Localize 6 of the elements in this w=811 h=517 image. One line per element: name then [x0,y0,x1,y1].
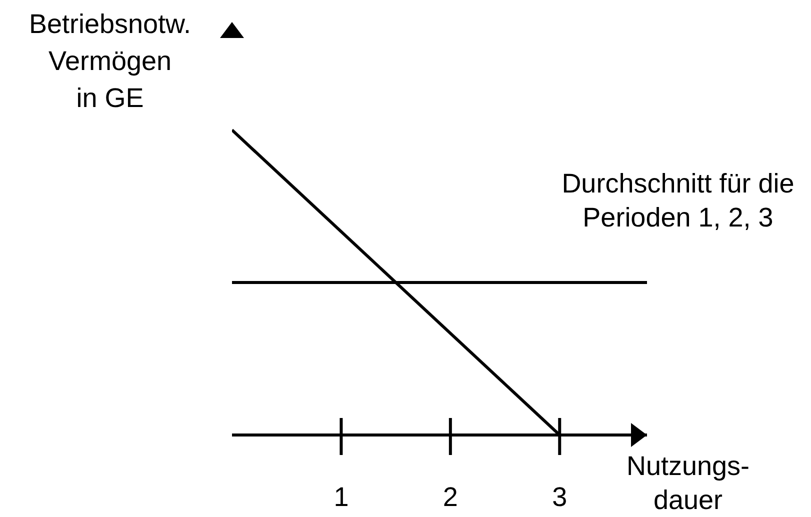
series-label: Durchschnitt für die Perioden 1, 2, 3 [562,168,794,232]
x-axis-title: Nutzungs- dauer [626,451,750,515]
x-tick-label: 1 [334,482,349,512]
x-tick-label: 2 [442,482,458,512]
x-tick-label: 3 [552,482,568,512]
y-axis-title: Betriebsnotw. Vermögen in GE [28,9,192,113]
